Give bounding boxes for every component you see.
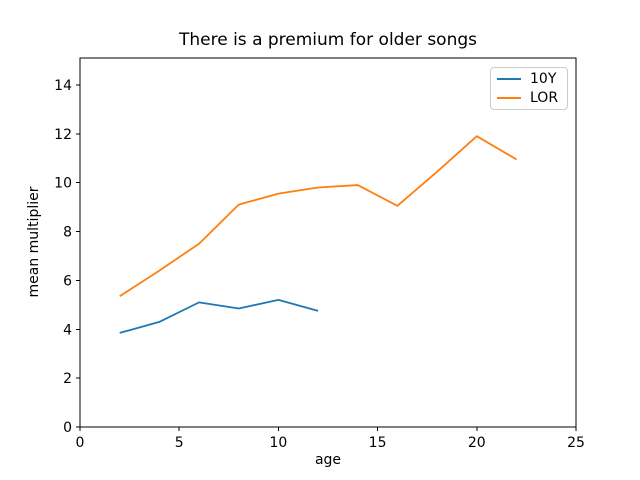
x-tick-label: 5 <box>175 435 184 451</box>
legend-item-lor: LOR <box>497 91 567 105</box>
legend-label-10y: 10Y <box>530 71 557 88</box>
y-tick-label: 2 <box>63 371 72 387</box>
legend-label-lor: LOR <box>530 89 559 106</box>
y-tick-label: 12 <box>54 127 72 143</box>
y-tick-label: 4 <box>63 322 72 338</box>
y-tick-label: 6 <box>63 273 72 289</box>
x-tick-label: 25 <box>567 435 585 451</box>
y-axis-label: mean multiplier <box>26 186 42 297</box>
legend-item-10y: 10Y <box>497 72 567 86</box>
x-tick-label: 20 <box>468 435 486 451</box>
x-tick-label: 10 <box>269 435 287 451</box>
legend: 10Y LOR <box>490 67 568 110</box>
legend-line-swatch-10y <box>497 78 521 81</box>
legend-line-swatch-lor <box>497 96 521 99</box>
chart-title: There is a premium for older songs <box>178 30 477 50</box>
x-axis-label: age <box>315 452 341 468</box>
x-tick-label: 15 <box>369 435 387 451</box>
series-line-10y <box>119 299 319 334</box>
y-tick-label: 10 <box>54 176 72 192</box>
y-tick-label: 8 <box>63 225 72 241</box>
x-tick-label: 0 <box>76 435 85 451</box>
series-line-lor <box>119 135 517 298</box>
y-tick-label: 14 <box>54 78 72 94</box>
y-tick-label: 0 <box>63 420 72 436</box>
axes-spines <box>79 57 577 428</box>
